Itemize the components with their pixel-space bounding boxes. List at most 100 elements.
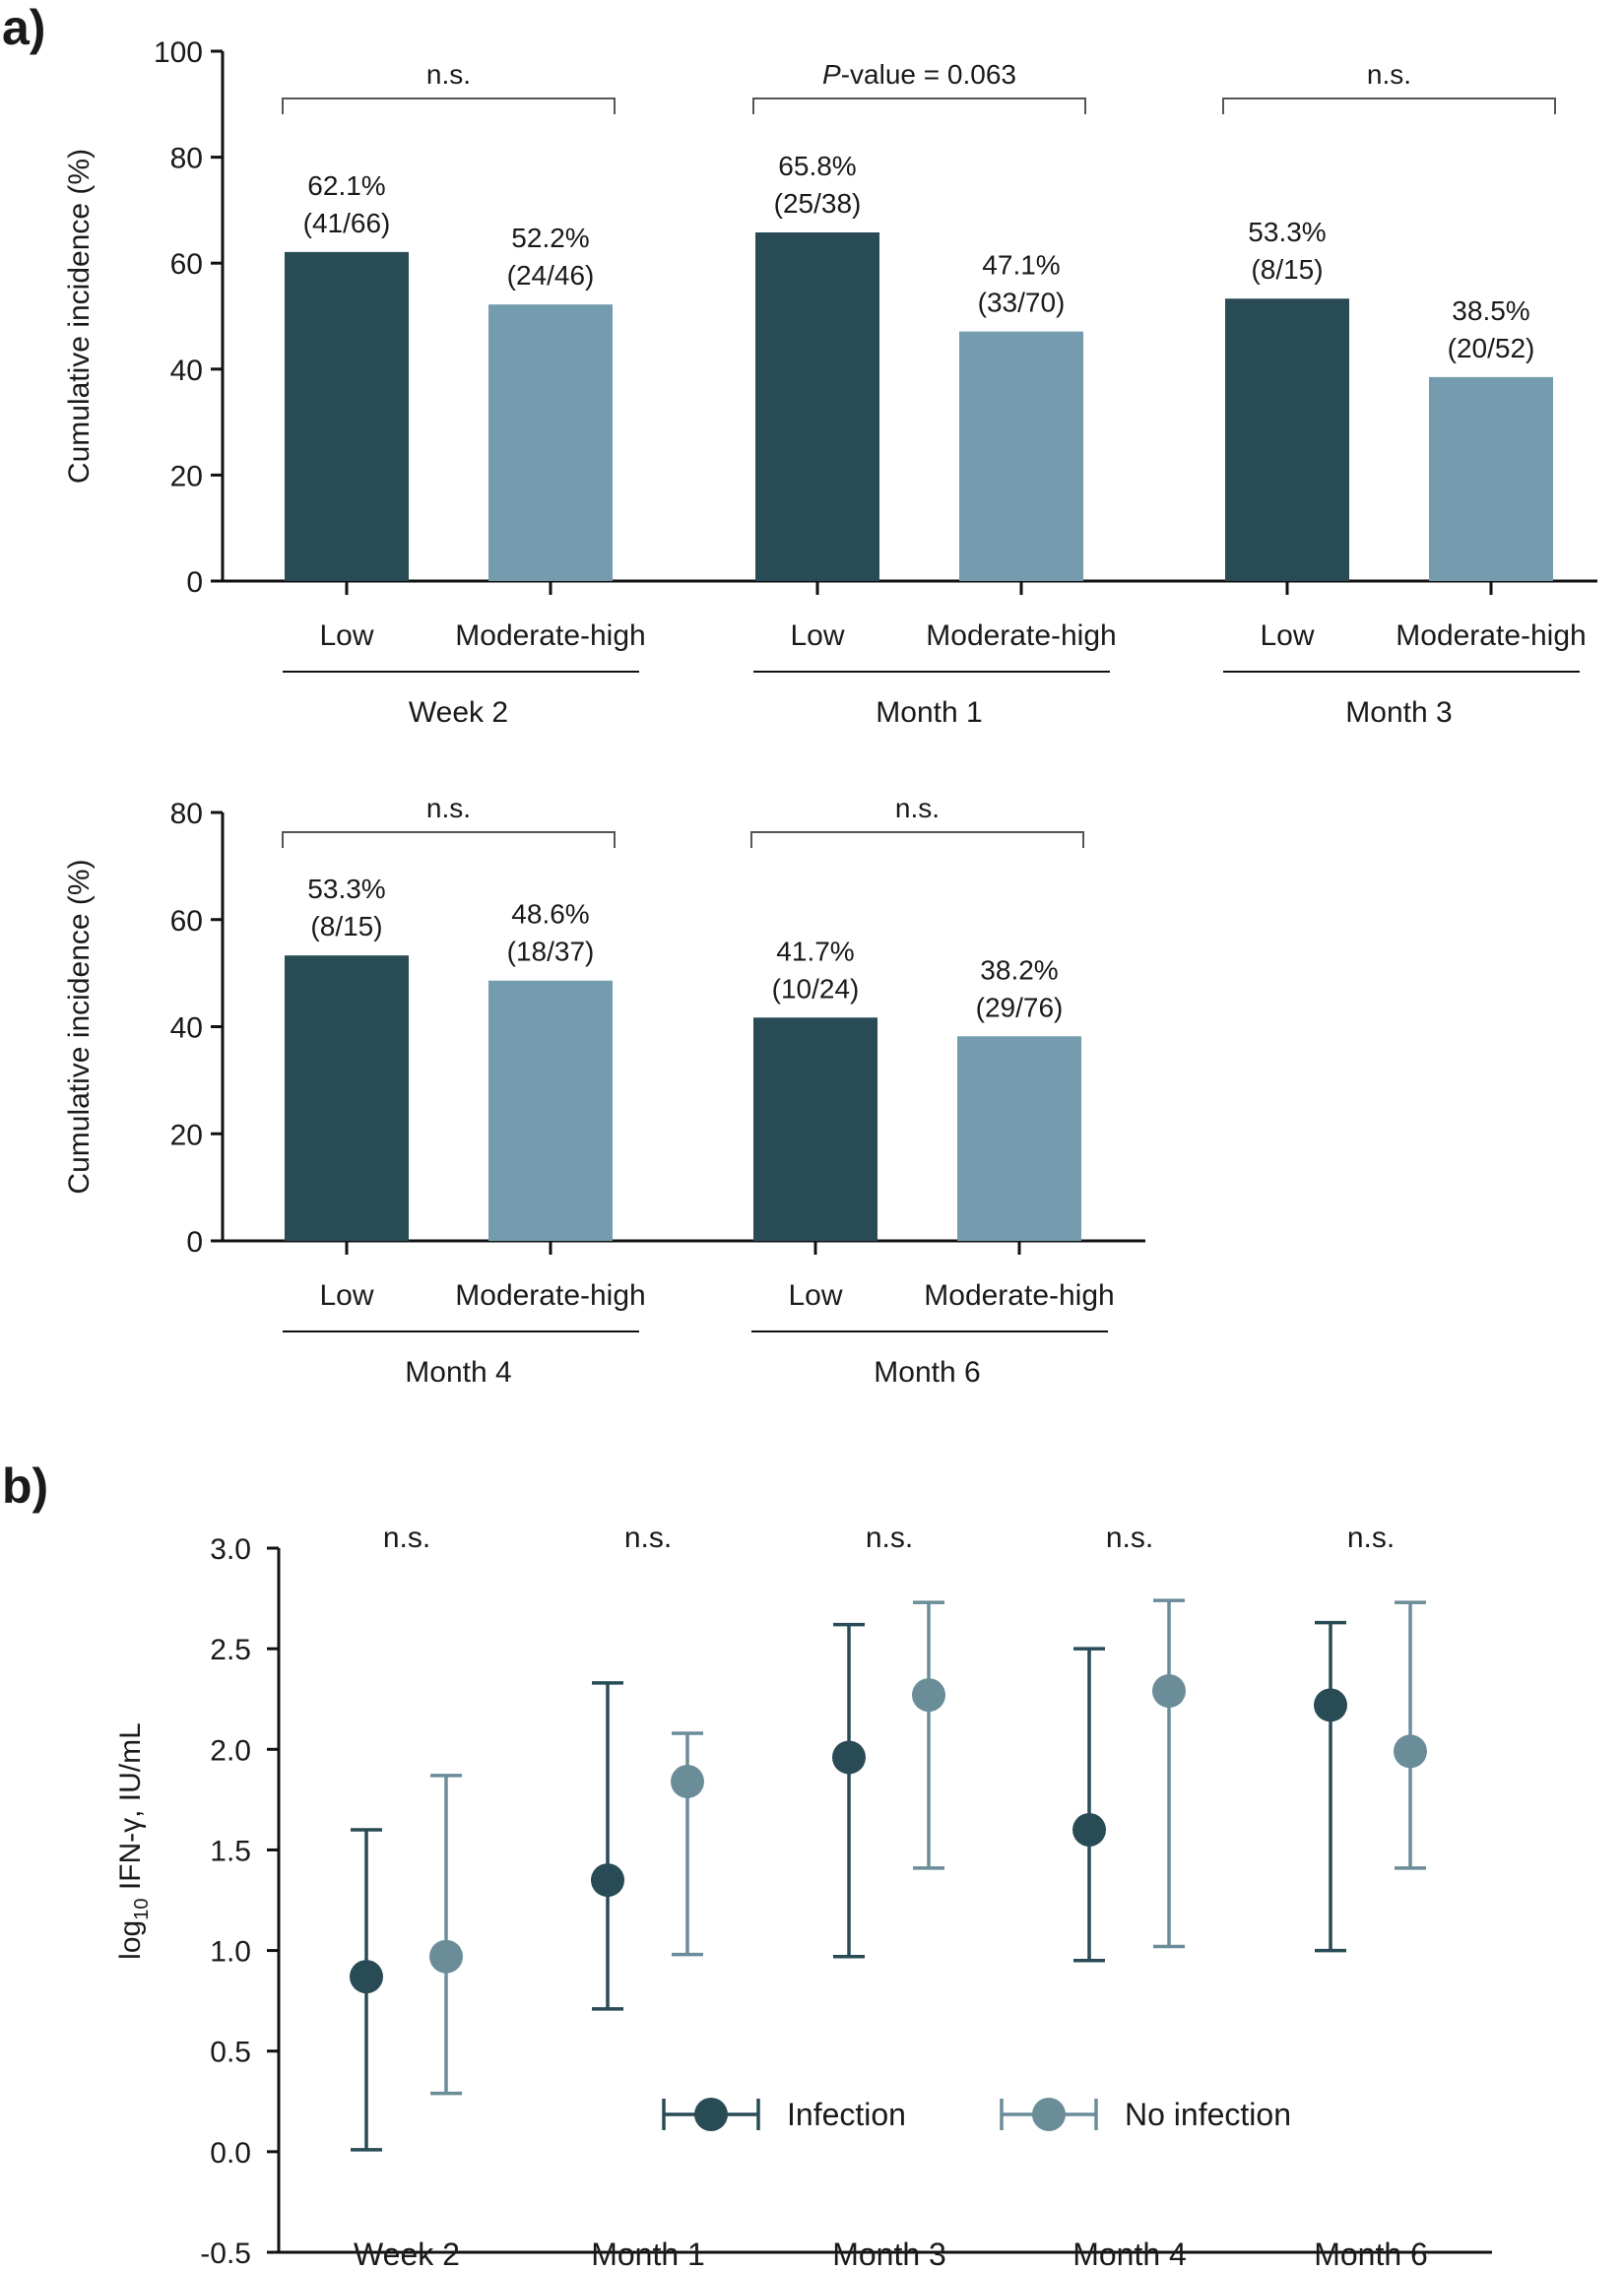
category-label: Moderate-high — [1396, 619, 1586, 652]
group-label: Month 6 — [874, 1356, 980, 1389]
y-tick-label: -0.5 — [200, 2238, 251, 2270]
bar-value-label: 62.1% — [307, 170, 385, 201]
group-label: Month 3 — [1345, 696, 1452, 729]
bar-count-label: (8/15) — [1251, 254, 1323, 285]
significance-bracket — [1222, 97, 1556, 114]
ifn-gamma-dot-plot: -0.5 0.0 0.5 1.0 1.5 2.0 2.5 3.0 log10 IFN-γ, IU… — [114, 1522, 1492, 2271]
y-tick-label: 40 — [170, 355, 203, 387]
significance-bracket — [750, 831, 1084, 848]
y-tick-label: 2.5 — [210, 1634, 251, 1666]
y-tick-label: 80 — [170, 143, 203, 175]
category-label: Low — [319, 1279, 373, 1312]
category-label: Low — [319, 619, 373, 652]
legend-marker — [1032, 2098, 1066, 2131]
y-tick-label: 20 — [170, 460, 203, 492]
panel-label-b: b) — [2, 1459, 48, 1514]
significance-label: P-value = 0.063 — [822, 59, 1016, 90]
category-label: Moderate-high — [926, 619, 1116, 652]
point-no-infection — [912, 1678, 945, 1713]
category-label: Low — [788, 1279, 842, 1312]
bar-value-label: 53.3% — [307, 874, 385, 904]
panel-label-a: a) — [2, 0, 45, 55]
category-label: Moderate-high — [455, 1279, 645, 1312]
bar-count-label: (41/66) — [303, 208, 391, 238]
x-category-label: Month 3 — [832, 2237, 946, 2271]
bar-low — [285, 251, 409, 582]
point-infection — [832, 1740, 866, 1775]
bar-count-label: (24/46) — [507, 260, 595, 291]
bar-value-label: 52.2% — [511, 223, 589, 253]
point-no-infection — [1394, 1734, 1427, 1769]
y-tick-label: 20 — [170, 1119, 203, 1151]
bar-moderate-high — [959, 331, 1083, 581]
y-axis-title: log10 IFN-γ, IU/mL — [114, 1722, 153, 1960]
significance-bracket — [752, 97, 1086, 114]
point-infection — [1072, 1813, 1106, 1847]
bar-moderate-high — [1429, 376, 1553, 581]
point-infection — [1314, 1688, 1347, 1722]
significance-label: n.s. — [426, 59, 471, 90]
bar-value-label: 48.6% — [511, 899, 589, 930]
y-tick-label: 0 — [186, 566, 203, 599]
bar-count-label: (8/15) — [310, 911, 382, 941]
bar-value-label: 41.7% — [776, 936, 854, 966]
bar-value-label: 53.3% — [1248, 217, 1326, 247]
point-no-infection — [1152, 1674, 1186, 1709]
category-label: Moderate-high — [924, 1279, 1114, 1312]
bar-low — [753, 1017, 877, 1241]
significance-bracket — [282, 831, 616, 848]
bar-low — [1225, 298, 1349, 581]
point-no-infection — [429, 1939, 463, 1974]
category-label: Moderate-high — [455, 619, 645, 652]
bar-value-label: 38.5% — [1452, 295, 1529, 326]
y-tick-label: 60 — [170, 905, 203, 938]
bar-moderate-high — [488, 980, 613, 1241]
point-infection — [350, 1960, 383, 1994]
bar-count-label: (29/76) — [976, 992, 1064, 1022]
point-infection — [591, 1863, 624, 1898]
significance-label: n.s. — [1347, 1522, 1395, 1554]
legend-label: Infection — [787, 2097, 906, 2132]
legend-infection: Infection — [662, 2097, 906, 2132]
y-tick-label: 2.0 — [210, 1734, 251, 1767]
bar-count-label: (18/37) — [507, 937, 595, 967]
y-axis-title: Cumulative incidence (%) — [63, 149, 96, 484]
x-category-label: Week 2 — [354, 2237, 460, 2271]
y-tick-label: 80 — [170, 798, 203, 830]
bar-low — [755, 231, 879, 581]
bar-low — [285, 955, 409, 1241]
y-tick-label: 0 — [186, 1226, 203, 1259]
significance-label: n.s. — [866, 1522, 913, 1554]
bar-value-label: 47.1% — [982, 250, 1060, 281]
significance-label: n.s. — [1367, 59, 1411, 90]
significance-label: n.s. — [1106, 1522, 1153, 1554]
y-tick-label: 40 — [170, 1012, 203, 1045]
significance-label: n.s. — [426, 793, 471, 823]
y-tick-label: 1.5 — [210, 1835, 251, 1867]
significance-label: n.s. — [624, 1522, 672, 1554]
bar-moderate-high — [488, 304, 613, 581]
significance-label: n.s. — [383, 1522, 430, 1554]
bar-count-label: (20/52) — [1448, 333, 1535, 363]
y-axis-title: Cumulative incidence (%) — [63, 859, 96, 1194]
bar-count-label: (25/38) — [774, 188, 862, 219]
y-tick-label: 1.0 — [210, 1936, 251, 1969]
y-tick-label: 0.0 — [210, 2137, 251, 2170]
group-label: Month 1 — [876, 696, 982, 729]
bar-chart-bottom: 0 20 40 60 80 Cumulative incidence (%) 53.3% (8… — [63, 793, 1145, 1389]
x-category-label: Month 1 — [591, 2237, 705, 2271]
bar-count-label: (10/24) — [772, 973, 860, 1004]
category-label: Low — [1260, 619, 1314, 652]
bar-value-label: 38.2% — [980, 954, 1058, 985]
bar-count-label: (33/70) — [978, 288, 1066, 318]
group-label: Month 4 — [405, 1356, 511, 1389]
y-tick-label: 0.5 — [210, 2037, 251, 2069]
legend-no-infection: No infection — [1000, 2097, 1291, 2132]
y-tick-label: 3.0 — [210, 1533, 251, 1566]
y-tick-label: 60 — [170, 248, 203, 281]
legend-marker — [694, 2098, 728, 2131]
y-tick-label: 100 — [154, 36, 203, 69]
group-label: Week 2 — [409, 696, 508, 729]
bar-value-label: 65.8% — [778, 151, 856, 181]
